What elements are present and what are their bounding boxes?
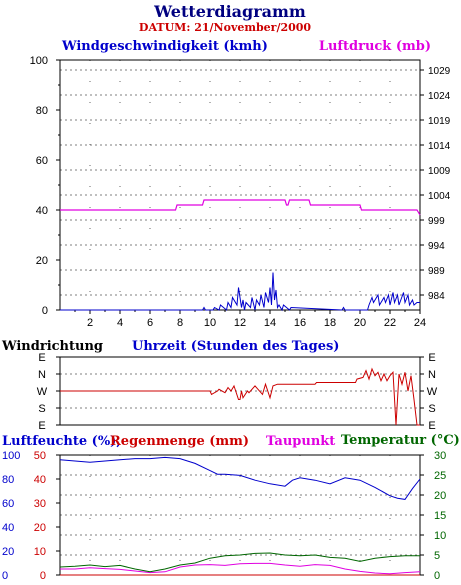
humidity-tick-label: 20 xyxy=(2,546,14,558)
humidity-tick-label: 40 xyxy=(2,522,14,534)
temperature-tick-label: 20 xyxy=(434,490,446,502)
pressure-tick-label: 1009 xyxy=(428,166,451,177)
wind-direction-line xyxy=(60,367,420,426)
pressure-axis-label: Luftdruck (mb) xyxy=(319,39,431,54)
direction-tick-label-left: W xyxy=(37,386,48,398)
pressure-tick-label: 989 xyxy=(428,266,445,277)
pressure-tick-label: 1014 xyxy=(428,141,451,152)
time-axis-label: Uhrzeit (Stunden des Tages) xyxy=(132,339,339,354)
pressure-tick-label: 999 xyxy=(428,216,445,227)
temperature-line xyxy=(59,552,420,573)
hour-tick-label: 16 xyxy=(294,317,306,329)
pressure-tick-label: 994 xyxy=(428,241,445,252)
wind-speed-tick-label: 0 xyxy=(42,305,48,317)
direction-tick-label-right: E xyxy=(428,420,435,432)
direction-tick-label-left: S xyxy=(38,403,45,415)
wind-speed-tick-label: 60 xyxy=(36,155,48,167)
direction-tick-label-right: W xyxy=(427,386,438,398)
pressure-tick-label: 1019 xyxy=(428,116,451,127)
direction-tick-label-right: N xyxy=(428,369,436,381)
direction-tick-label-left: E xyxy=(38,352,45,364)
humidity-line xyxy=(59,456,421,500)
hour-tick-label: 18 xyxy=(324,317,336,329)
rain-tick-label: 40 xyxy=(34,474,46,486)
pressure-tick-label: 984 xyxy=(428,291,445,302)
wind-speed-tick-label: 20 xyxy=(36,255,48,267)
direction-tick-label-left: N xyxy=(38,369,46,381)
direction-tick-label-left: E xyxy=(38,420,45,432)
wind-speed-tick-label: 100 xyxy=(30,55,48,67)
wind-pressure-plot-frame xyxy=(59,59,421,311)
humidity-label: Luftfeuchte (%), xyxy=(2,434,121,449)
hour-tick-label: 6 xyxy=(147,317,153,329)
temperature-tick-label: 5 xyxy=(434,550,440,562)
hour-tick-label: 4 xyxy=(117,317,123,329)
wind-speed-tick-label: 80 xyxy=(36,105,48,117)
wind-speed-axis-label: Windgeschwindigkeit (kmh) xyxy=(61,39,268,54)
wind-speed-line xyxy=(60,272,420,312)
temperature-label: Temperatur (°C) xyxy=(341,433,460,448)
hour-tick-label: 2 xyxy=(87,317,93,329)
pressure-tick-label: 1029 xyxy=(428,66,451,77)
dewpoint-line xyxy=(60,562,421,575)
hour-tick-label: 10 xyxy=(204,317,216,329)
rain-tick-label: 0 xyxy=(40,570,46,582)
temperature-tick-label: 25 xyxy=(434,470,446,482)
humidity-tick-label: 100 xyxy=(2,450,20,462)
rain-label: Regenmenge (mm) xyxy=(110,434,249,449)
pressure-tick-label: 1024 xyxy=(428,91,451,102)
pressure-tick-label: 1004 xyxy=(428,191,451,202)
direction-tick-label-right: E xyxy=(428,352,435,364)
temperature-tick-label: 0 xyxy=(434,570,440,582)
humidity-tick-label: 60 xyxy=(2,498,14,510)
humidity-tick-label: 0 xyxy=(2,570,8,582)
temperature-tick-label: 15 xyxy=(434,510,446,522)
humidity-tick-label: 80 xyxy=(2,474,14,486)
temperature-tick-label: 10 xyxy=(434,530,446,542)
hour-tick-label: 20 xyxy=(354,317,366,329)
temperature-tick-label: 30 xyxy=(434,450,446,462)
hour-tick-label: 22 xyxy=(384,317,396,329)
pressure-line xyxy=(60,199,421,216)
rain-tick-label: 30 xyxy=(34,498,46,510)
hour-tick-label: 14 xyxy=(264,317,276,329)
wind-direction-label: Windrichtung xyxy=(1,339,103,354)
direction-tick-label-right: S xyxy=(428,403,435,415)
chart-title: Wetterdiagramm xyxy=(153,2,306,21)
hour-tick-label: 8 xyxy=(177,317,183,329)
rain-tick-label: 50 xyxy=(34,450,46,462)
wind-speed-tick-label: 40 xyxy=(36,205,48,217)
hour-tick-label: 12 xyxy=(234,317,246,329)
chart-date: DATUM: 21/November/2000 xyxy=(139,21,312,34)
dewpoint-label: Taupunkt xyxy=(266,434,335,449)
rain-tick-label: 10 xyxy=(34,546,46,558)
rain-tick-label: 20 xyxy=(34,522,46,534)
hour-tick-label: 24 xyxy=(414,317,426,329)
